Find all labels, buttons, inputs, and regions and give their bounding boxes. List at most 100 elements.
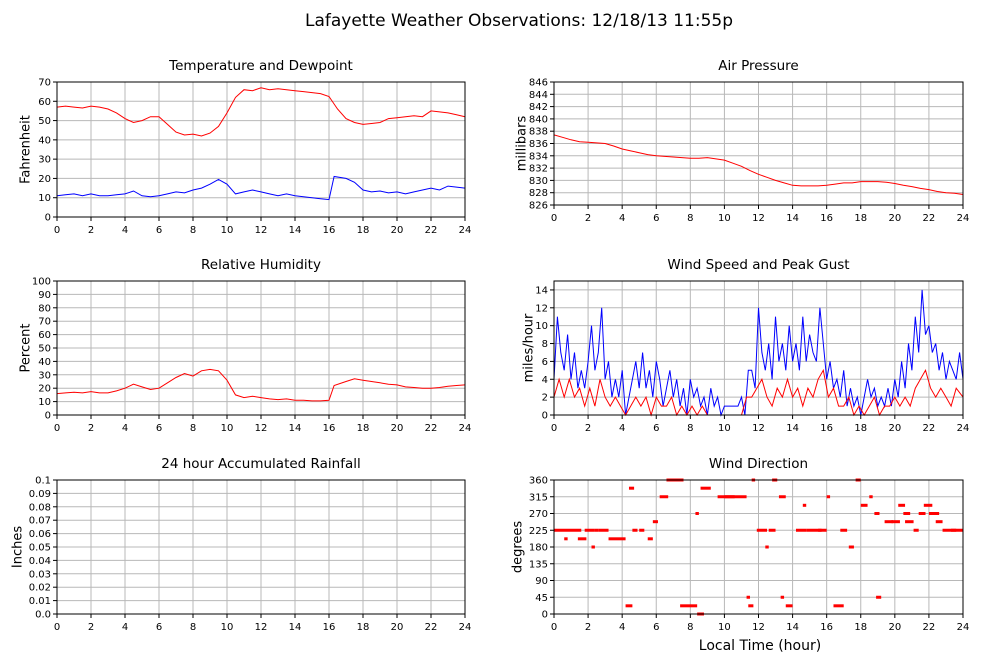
rainfall-xtick-label: 8 [190, 622, 196, 633]
wind_direction-ytick-label: 135 [529, 559, 548, 570]
wind_direction-direction-point [625, 604, 633, 608]
wind_direction-ylabel: degrees [511, 521, 526, 574]
wind_direction-direction-point [884, 520, 894, 524]
wind_direction-direction-point [785, 604, 793, 608]
rainfall-xtick-label: 2 [88, 622, 94, 633]
humidity-xtick-label: 20 [391, 423, 404, 434]
wind_direction-chart: Wind Directiondegrees0459013518022527031… [511, 456, 970, 633]
wind_direction-direction-point [564, 537, 568, 541]
rainfall-xtick-label: 20 [391, 622, 404, 633]
temperature-xtick-label: 0 [54, 225, 60, 236]
humidity-ytick-label: 100 [32, 277, 51, 288]
wind_direction-direction-point [913, 528, 919, 532]
wind_direction-ytick-label: 180 [529, 543, 548, 554]
temperature-chart: Temperature and DewpointFahrenheit010203… [19, 58, 472, 236]
rainfall-ytick-label: 0.03 [29, 569, 51, 580]
pressure-ytick-label: 838 [529, 127, 548, 138]
pressure-xtick-label: 0 [551, 213, 557, 224]
wind_direction-direction-point [591, 545, 595, 549]
temperature-xtick-label: 18 [357, 225, 370, 236]
wind_speed-ytick-label: 12 [535, 303, 548, 314]
rainfall-ytick-label: 0.0 [35, 610, 51, 621]
wind_direction-direction-point [608, 537, 626, 541]
pressure-ytick-label: 832 [529, 164, 548, 175]
humidity-ytick-label: 30 [38, 370, 51, 381]
pressure-xtick-label: 20 [888, 213, 901, 224]
rainfall-ytick-label: 0.08 [29, 502, 51, 513]
wind_direction-direction-point [768, 528, 776, 532]
wind_direction-direction-point [598, 528, 609, 532]
wind_direction-ytick-label: 45 [535, 593, 548, 604]
wind_direction-direction-point [680, 604, 698, 608]
wind_direction-direction-point [632, 528, 638, 532]
rainfall-ylabel: Inches [11, 526, 26, 568]
humidity-ytick-label: 70 [38, 317, 51, 328]
temperature-frame [56, 81, 466, 218]
pressure-xtick-label: 14 [786, 213, 799, 224]
wind_direction-xtick-label: 10 [718, 622, 731, 633]
humidity-xtick-label: 24 [459, 423, 472, 434]
temperature-ytick-label: 10 [38, 193, 51, 204]
wind_speed-xtick-label: 6 [653, 423, 659, 434]
wind_direction-xtick-label: 16 [820, 622, 833, 633]
wind_direction-xtick-label: 8 [687, 622, 693, 633]
humidity-xtick-label: 4 [122, 423, 128, 434]
temperature-xtick-label: 24 [459, 225, 472, 236]
wind_speed-xtick-label: 4 [619, 423, 625, 434]
wind_direction-direction-point [746, 595, 750, 599]
rainfall-ytick-label: 0.06 [29, 529, 51, 540]
pressure-ytick-label: 834 [529, 151, 548, 162]
wind_speed-ytick-label: 10 [535, 321, 548, 332]
temperature-series-red-line [56, 87, 466, 137]
humidity-xtick-label: 0 [54, 423, 60, 434]
pressure-xtick-label: 18 [854, 213, 867, 224]
pressure-title: Air Pressure [718, 58, 798, 74]
pressure-xtick-label: 22 [923, 213, 936, 224]
wind_speed-xtick-label: 10 [718, 423, 731, 434]
humidity-series-red-line [56, 368, 466, 402]
wind_direction-direction-point [874, 512, 880, 515]
humidity-ytick-label: 80 [38, 303, 51, 314]
wind_direction-xtick-label: 2 [585, 622, 591, 633]
humidity-ytick-label: 0 [45, 411, 51, 422]
wind_direction-direction-point [795, 528, 807, 532]
wind_direction-direction-point [869, 495, 873, 499]
wind_direction-direction-point [584, 528, 595, 532]
temperature-ytick-label: 50 [38, 116, 51, 127]
wind_direction-direction-point [554, 528, 582, 532]
wind_speed-ytick-label: 2 [542, 393, 548, 404]
wind_direction-direction-point [826, 495, 831, 499]
wind_speed-chart: Wind Speed and Peak Gustmiles/hour024681… [522, 257, 970, 434]
pressure-xtick-label: 6 [653, 213, 659, 224]
wind_speed-ylabel: miles/hour [522, 313, 537, 382]
wind_direction-xtick-label: 6 [653, 622, 659, 633]
wind_direction-ytick-label: 270 [529, 509, 548, 520]
rainfall-xtick-label: 4 [122, 622, 128, 633]
chart-panels: Temperature and DewpointFahrenheit010203… [11, 58, 970, 633]
wind_direction-direction-point [860, 503, 868, 507]
wind_speed-xtick-label: 16 [820, 423, 833, 434]
wind_direction-direction-point [577, 537, 587, 541]
pressure-ylabel: millibars [515, 116, 530, 172]
temperature-xtick-label: 10 [221, 225, 234, 236]
rainfall-xtick-label: 10 [221, 622, 234, 633]
wind_direction-direction-point [802, 503, 807, 507]
humidity-frame [56, 280, 466, 416]
temperature-xtick-label: 20 [391, 225, 404, 236]
temperature-ytick-label: 0 [45, 213, 51, 224]
wind_direction-xtick-label: 18 [854, 622, 867, 633]
temperature-xtick-label: 14 [289, 225, 302, 236]
rainfall-ytick-label: 0.01 [29, 596, 51, 607]
wind_direction-xtick-label: 14 [786, 622, 799, 633]
rainfall-ytick-label: 0.1 [35, 476, 51, 487]
wind_direction-ytick-label: 360 [529, 476, 548, 487]
humidity-xtick-label: 22 [425, 423, 438, 434]
wind_speed-xtick-label: 22 [923, 423, 936, 434]
wind_direction-direction-point [594, 528, 599, 532]
temperature-ytick-label: 60 [38, 97, 51, 108]
rainfall-xtick-label: 0 [54, 622, 60, 633]
humidity-xtick-label: 16 [323, 423, 336, 434]
pressure-xtick-label: 12 [752, 213, 765, 224]
